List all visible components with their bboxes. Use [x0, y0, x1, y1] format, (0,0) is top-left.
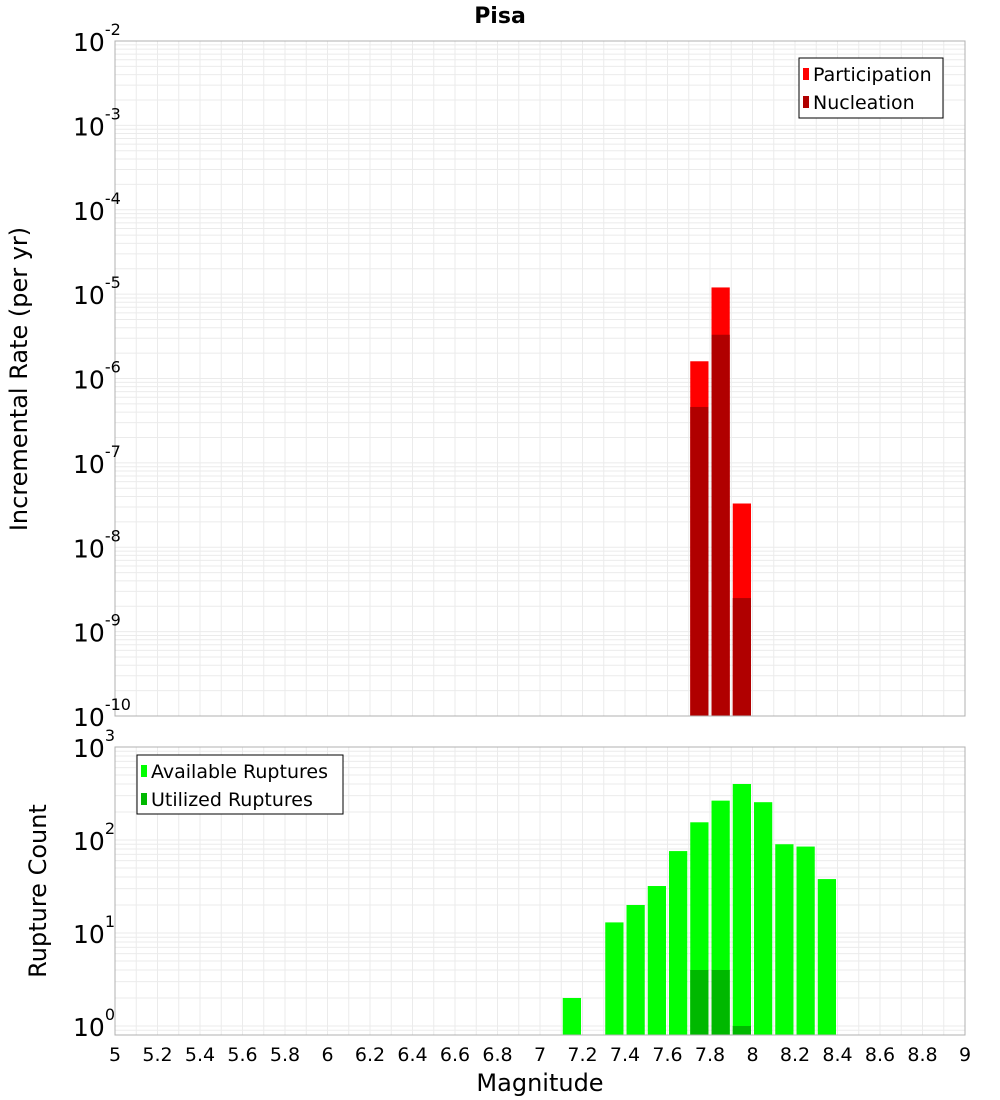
nucleation-bar [690, 406, 709, 716]
y-tick-label: 100 [73, 1005, 115, 1042]
legend-count-box [136, 754, 344, 815]
y-tick-exponent: -7 [105, 442, 121, 461]
y-tick-exponent: 0 [105, 1005, 115, 1024]
y-tick-exponent: -9 [105, 611, 121, 630]
available-ruptures-bar [669, 851, 688, 1035]
y-tick-exponent: -2 [105, 20, 121, 39]
y-tick-exponent: 3 [105, 726, 115, 745]
x-tick-label: 6.6 [440, 1044, 470, 1066]
x-ticks: 5 5.2 5.4 5.6 5.8 6 6.2 6.4 6.6 6.8 7 7.2 7.4 7.6 7.8 8… [109, 1044, 971, 1066]
y-tick-label: 10-9 [73, 611, 121, 648]
x-tick-label: 5.8 [270, 1044, 300, 1066]
legend-count-swatch [141, 793, 147, 805]
x-tick-label: 8 [746, 1044, 758, 1066]
x-axis-label: Magnitude [476, 1069, 603, 1097]
y-tick-label: 10-10 [73, 695, 131, 732]
y-tick-label: 10-5 [73, 273, 121, 310]
y-tick-exponent: -3 [105, 104, 121, 123]
y-tick-exponent: -8 [105, 526, 121, 545]
x-tick-label: 8.2 [780, 1044, 810, 1066]
x-tick-label: 8.8 [907, 1044, 937, 1066]
x-tick-label: 6.8 [482, 1044, 512, 1066]
nucleation-bar [711, 334, 730, 716]
y-tick-label: 102 [73, 819, 115, 856]
x-tick-label: 5.6 [227, 1044, 257, 1066]
available-ruptures-bar [817, 879, 836, 1035]
legend-count-swatch [141, 765, 147, 777]
available-ruptures-bar [754, 802, 773, 1035]
x-tick-label: 7.8 [695, 1044, 725, 1066]
utilized-ruptures-bar [711, 969, 730, 1035]
available-ruptures-bar [647, 886, 666, 1035]
y-tick-exponent: -5 [105, 273, 121, 292]
legend-rate-box [798, 57, 944, 119]
plot-panel-0 [115, 41, 965, 716]
available-ruptures-bar [796, 846, 815, 1035]
plot-frame-0 [114, 40, 966, 717]
available-ruptures-bar [775, 844, 794, 1035]
x-tick-label: 5 [109, 1044, 121, 1066]
plot-frame-1 [114, 746, 966, 1036]
y-tick-label: 103 [73, 726, 115, 763]
legend-rate: Participation Nucleation [798, 57, 944, 119]
utilized-ruptures-series [690, 969, 751, 1035]
y-tick-label: 10-2 [73, 20, 121, 57]
y-tick-exponent: -6 [105, 358, 121, 377]
legend-rate-label: Participation [813, 64, 932, 86]
x-tick-label: 8.4 [822, 1044, 852, 1066]
available-ruptures-bar [732, 784, 751, 1035]
utilized-ruptures-bar [732, 1025, 751, 1035]
y-tick-exponent: 2 [105, 819, 115, 838]
y-tick-label: 101 [73, 912, 115, 949]
legend-rate-label: Nucleation [813, 92, 915, 114]
available-ruptures-bar [605, 922, 624, 1035]
legend-count: Available Ruptures Utilized Ruptures [136, 754, 344, 815]
x-tick-label: 7.6 [652, 1044, 682, 1066]
nucleation-series [690, 334, 751, 716]
chart-title: Pisa [474, 4, 526, 29]
x-tick-label: 6.2 [355, 1044, 385, 1066]
nucleation-bar [732, 598, 751, 716]
y-tick-exponent: -10 [105, 695, 131, 714]
x-tick-label: 5.2 [142, 1044, 172, 1066]
y-tick-label: 10-6 [73, 358, 121, 395]
available-ruptures-bar [562, 997, 581, 1035]
y-ticks-0: 10-10 10-9 10-8 10-7 10-6 10-5 10-4 10-3 10-2 [73, 20, 131, 732]
x-tick-label: 7.4 [610, 1044, 640, 1066]
y-tick-exponent: -4 [105, 189, 121, 208]
x-tick-label: 9 [959, 1044, 971, 1066]
x-tick-label: 8.6 [865, 1044, 895, 1066]
y-tick-exponent: 1 [105, 912, 115, 931]
y-tick-label: 10-3 [73, 104, 121, 141]
y-axis-label-count: Rupture Count [24, 804, 52, 978]
y-tick-label: 10-7 [73, 442, 121, 479]
utilized-ruptures-bar [690, 969, 709, 1035]
y-tick-label: 10-4 [73, 189, 121, 226]
x-tick-label: 6.4 [397, 1044, 427, 1066]
x-tick-label: 7 [534, 1044, 546, 1066]
available-ruptures-bar [626, 904, 645, 1035]
x-tick-label: 7.2 [567, 1044, 597, 1066]
legend-rate-swatch [803, 68, 809, 80]
legend-rate-swatch [803, 96, 809, 108]
x-tick-label: 6 [321, 1044, 333, 1066]
legend-count-label: Utilized Ruptures [151, 789, 313, 811]
y-tick-label: 10-8 [73, 526, 121, 563]
legend-count-label: Available Ruptures [151, 761, 328, 783]
y-axis-label-rate: Incremental Rate (per yr) [5, 227, 33, 531]
x-tick-label: 5.4 [185, 1044, 215, 1066]
